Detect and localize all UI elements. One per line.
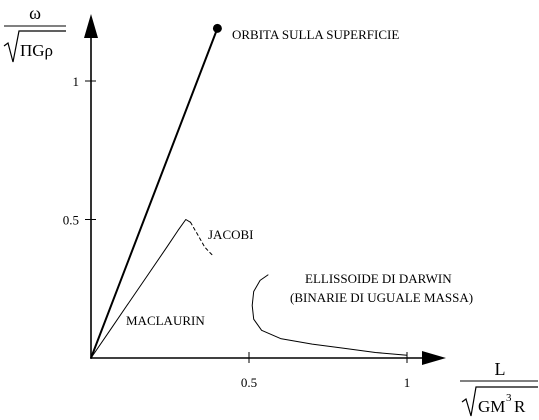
annotation-darwin-line2: (BINARIE DI UGUALE MASSA) — [290, 290, 473, 305]
y-axis-label-denominator: ΠGρ — [20, 41, 53, 60]
x-axis-label-numerator: L — [495, 359, 506, 379]
x-axis-label-denominator-tail: R — [514, 397, 526, 416]
series-line-jacobi — [190, 221, 214, 256]
y-axis-arrowhead — [84, 14, 98, 38]
annotation-darwin-line1: ELLISSOIDE DI DARWIN — [305, 271, 452, 286]
y-tick-label: 0.5 — [63, 213, 79, 228]
series-line-maclaurin — [90, 219, 191, 359]
y-axis-label-numerator: ω — [29, 3, 41, 23]
x-axis-label-denominator-main: GM — [478, 397, 505, 416]
x-axis-arrowhead — [422, 351, 446, 365]
y-axis-label-sqrt-sign — [3, 30, 66, 63]
x-tick-label: 0.5 — [241, 375, 257, 390]
x-axis-label-sqrt-sign — [461, 386, 538, 417]
series-line-ellissoide-di-darwin — [251, 274, 408, 356]
y-tick-label: 1 — [73, 74, 80, 89]
series-line-orbita-sulla-superficie — [90, 27, 219, 359]
series-end-marker-orbita-sulla-superficie — [212, 23, 222, 33]
annotation-orbita: ORBITA SULLA SUPERFICIE — [232, 27, 399, 42]
annotation-jacobi: JACOBI — [208, 227, 254, 242]
annotation-maclaurin: MACLAURIN — [126, 313, 205, 328]
x-tick-label: 1 — [404, 375, 411, 390]
x-axis-label-denominator-exponent: 3 — [506, 392, 512, 404]
